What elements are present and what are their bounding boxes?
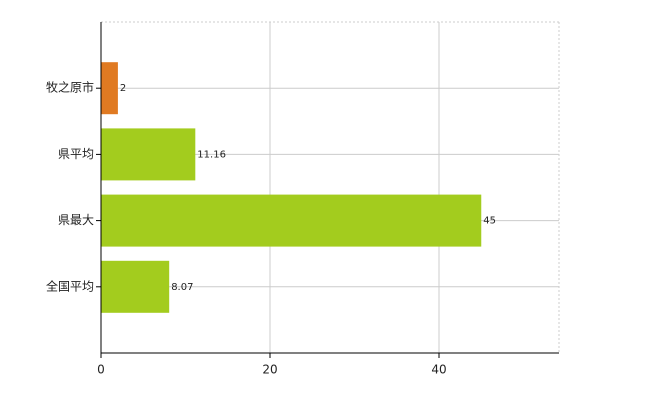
value-label: 11.16 bbox=[197, 149, 226, 160]
bar bbox=[101, 62, 118, 115]
bar bbox=[101, 260, 170, 313]
y-tick-label: 全国平均 bbox=[46, 278, 94, 293]
x-tick-label: 40 bbox=[431, 363, 446, 377]
x-tick-label: 0 bbox=[97, 363, 105, 377]
y-tick-label: 県平均 bbox=[58, 147, 94, 161]
y-tick-label: 牧之原市 bbox=[46, 80, 94, 95]
value-label: 45 bbox=[483, 216, 496, 227]
y-tick-label: 県最大 bbox=[58, 213, 94, 227]
x-tick-label: 20 bbox=[262, 363, 277, 377]
value-label: 2 bbox=[120, 83, 126, 94]
value-label: 8.07 bbox=[171, 282, 193, 293]
bar bbox=[101, 128, 196, 181]
bar bbox=[101, 194, 482, 247]
